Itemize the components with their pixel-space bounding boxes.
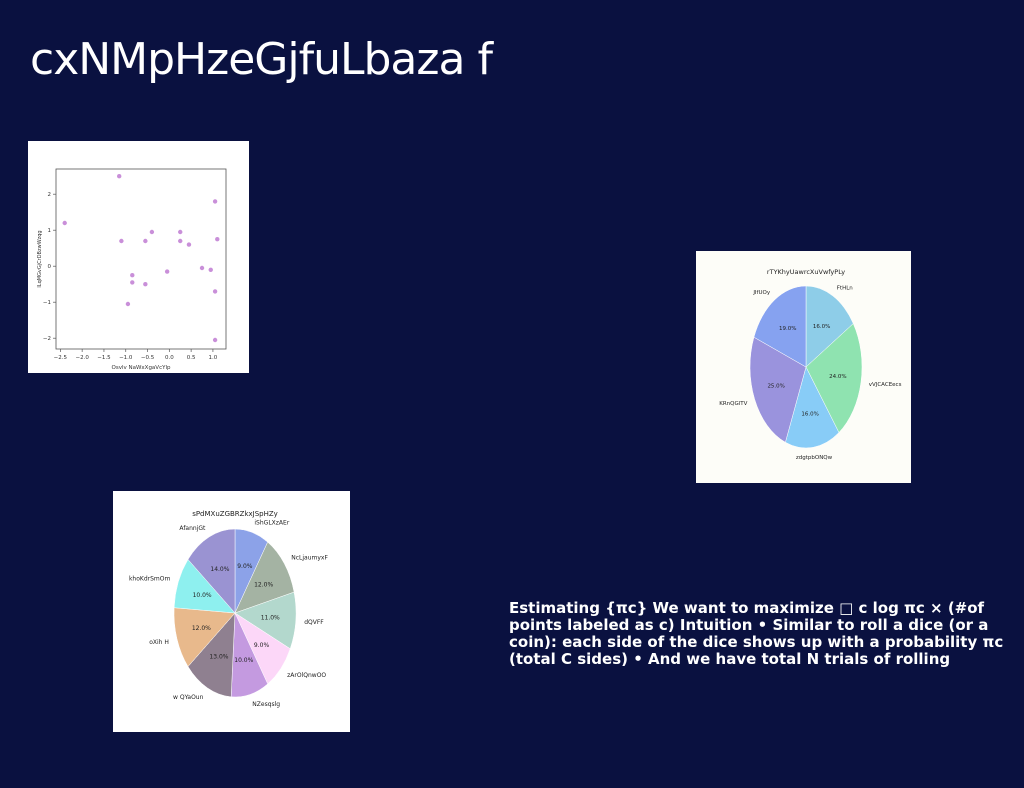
scatter-point — [119, 238, 124, 244]
pie-chart-2: sPdMXuZGBRZkxJSpHZy 9.0% iShGLXzAEr 12.0% Nc… — [129, 510, 329, 708]
pie-slice-label: FtHLn — [837, 286, 854, 292]
scatter-point — [199, 265, 205, 271]
x-tick-label: −0.5 — [141, 355, 155, 361]
scatter-chart-panel: −2.5 −2.0 −1.5 −1.0 −0.5 0.0 0.5 1.0 2 1 0 −1 −2 Osvl… — [28, 141, 249, 373]
y-axis-label: lLqMGvGjCrDBzwWzqg — [37, 230, 43, 287]
x-tick-label: −1.0 — [119, 355, 133, 361]
pie-slice — [805, 323, 863, 433]
pie-slice — [187, 612, 236, 698]
pie-title: sPdMXuZGBRZkxJSpHZy — [192, 510, 278, 518]
pie-slice-label: vVJCACEecs — [869, 382, 902, 388]
pie-slice-label: w QYaOun — [173, 694, 204, 701]
pie-pct-label: 16.0% — [801, 412, 818, 418]
scatter-chart: −2.5 −2.0 −1.5 −1.0 −0.5 0.0 0.5 1.0 2 1 0 −1 −2 Osvl… — [37, 168, 227, 371]
scatter-point — [143, 282, 148, 287]
y-tick-label: −2 — [43, 336, 51, 342]
x-tick-label: 0.0 — [165, 355, 174, 361]
scatter-point — [178, 238, 183, 244]
pie-pct-label: 12.0% — [254, 581, 273, 588]
pie-slice-label: KRnQGlTV — [719, 401, 747, 407]
pie-pct-label: 16.0% — [813, 324, 830, 330]
pie-slice-label: AfannjGt — [179, 525, 206, 532]
scatter-point — [212, 337, 218, 343]
scatter-point — [117, 174, 122, 179]
x-tick-label: −2.0 — [75, 355, 89, 361]
pie-slice-label: zArOlQnwOO — [287, 672, 326, 679]
pie-pct-label: 14.0% — [210, 566, 229, 573]
pie-slice — [749, 336, 807, 443]
pie-pct-label: 24.0% — [829, 374, 846, 380]
x-axis-label: Osvlv NaWxXgaVcYlp — [112, 365, 171, 371]
y-tick-label: −1 — [43, 300, 51, 306]
y-tick-label: 0 — [48, 264, 52, 270]
pie-pct-label: 9.0% — [237, 563, 253, 570]
pie-pct-label: 13.0% — [209, 653, 228, 660]
scatter-point — [149, 229, 155, 235]
pie-chart-1-panel: rTYKhyUawrcXuVwfyPLy 16.0% FtHLn 24.0% vVJCA… — [696, 251, 911, 483]
pie-slice — [753, 285, 807, 368]
pie-pct-label: 25.0% — [767, 384, 784, 390]
x-tick-label: −1.5 — [97, 355, 111, 361]
scatter-point — [62, 220, 67, 226]
pie-chart-2-panel: sPdMXuZGBRZkxJSpHZy 9.0% iShGLXzAEr 12.0% Nc… — [113, 491, 350, 732]
scatter-point — [130, 273, 135, 278]
pie-title: rTYKhyUawrcXuVwfyPLy — [767, 268, 845, 276]
pie-slice — [785, 366, 840, 449]
pie-slice-label: NZesqslg — [252, 701, 280, 708]
slide-title: cxNMpHzeGjfuLbaza f — [30, 34, 493, 85]
pie-slice-label: khoKdrSmOm — [129, 575, 171, 582]
x-tick-label: 0.5 — [187, 355, 196, 361]
scatter-point — [215, 237, 220, 242]
pie-slice — [187, 528, 236, 614]
pie-slice-label: NcLjaumyxF — [291, 555, 328, 562]
scatter-point — [130, 280, 135, 285]
x-tick-label: 1.0 — [209, 355, 218, 361]
scatter-point — [186, 242, 192, 247]
scatter-point — [178, 229, 183, 235]
pie-pct-label: 19.0% — [779, 326, 796, 332]
pie-slice-label: dQVFF — [304, 619, 324, 626]
pie-chart-1: rTYKhyUawrcXuVwfyPLy 16.0% FtHLn 24.0% vVJCA… — [719, 268, 902, 461]
scatter-point — [143, 238, 148, 244]
plot-frame — [55, 168, 227, 350]
pie-slice-label: zdgtpbONQw — [796, 455, 833, 461]
x-tick-label: −2.5 — [54, 355, 68, 361]
pie-pct-label: 10.0% — [193, 592, 212, 599]
scatter-point — [164, 269, 170, 274]
pie-pct-label: 9.0% — [254, 642, 270, 649]
y-tick-label: 1 — [48, 228, 52, 234]
slide-body-text: Estimating {πc} We want to maximize □ c … — [509, 599, 1004, 668]
pie-pct-label: 12.0% — [192, 625, 211, 632]
scatter-point — [208, 267, 213, 272]
pie-slice — [805, 285, 854, 368]
scatter-point — [212, 289, 218, 294]
pie-slice-label: iShGLXzAEr — [254, 520, 289, 527]
scatter-point — [125, 301, 131, 307]
y-tick-label: 2 — [48, 192, 52, 198]
pie-slice-label: oXih H — [149, 639, 169, 646]
pie-slice — [234, 541, 295, 614]
pie-slice — [173, 607, 236, 667]
pie-pct-label: 11.0% — [261, 615, 280, 622]
pie-pct-label: 10.0% — [234, 657, 253, 664]
scatter-point — [212, 199, 218, 204]
pie-slice-label: JIfUOy — [752, 290, 771, 296]
